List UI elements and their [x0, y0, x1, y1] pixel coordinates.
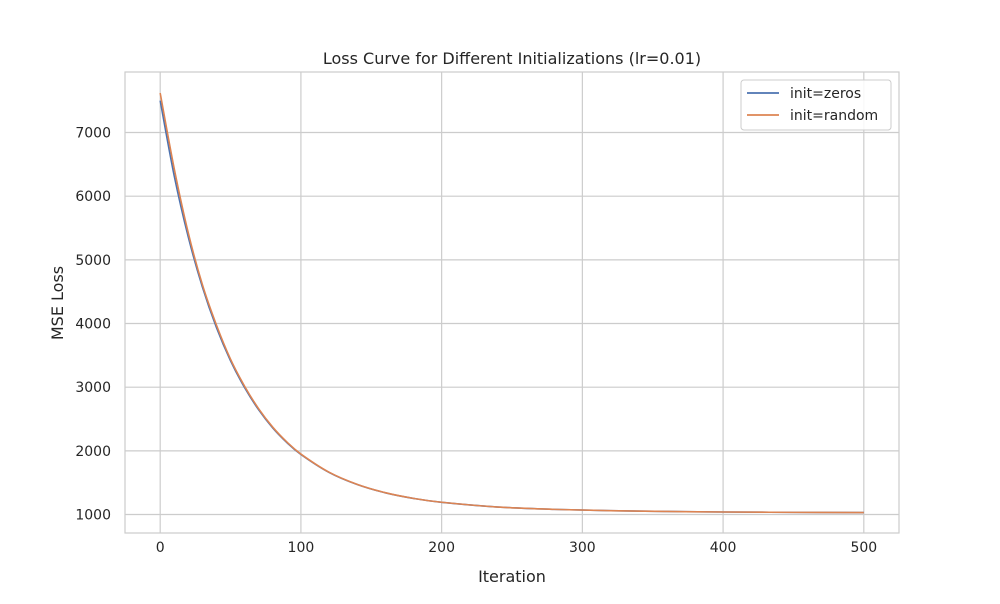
y-tick-label: 1000: [75, 508, 111, 524]
y-axis-label: MSE Loss: [48, 266, 67, 340]
grid: [125, 72, 899, 533]
chart-title: Loss Curve for Different Initializations…: [323, 49, 701, 68]
y-tick-label: 5000: [75, 253, 111, 269]
x-tick-labels: 0 100 200 300 400 500: [156, 540, 877, 556]
legend-label: init=zeros: [790, 86, 861, 102]
y-tick-label: 3000: [75, 380, 111, 396]
plot-frame: [124, 71, 900, 534]
series-lines: [159, 92, 864, 514]
legend: init=zeros init=random: [740, 79, 892, 131]
x-tick-label: 200: [428, 540, 455, 556]
x-tick-label: 500: [850, 540, 877, 556]
y-tick-label: 7000: [75, 125, 111, 141]
x-tick-label: 300: [569, 540, 596, 556]
y-tick-labels: 1000 2000 3000 4000 5000 6000 7000: [75, 125, 111, 523]
x-tick-label: 100: [288, 540, 315, 556]
x-tick-label: 0: [156, 540, 165, 556]
series-line-init-random: [159, 92, 864, 514]
y-tick-label: 6000: [75, 189, 111, 205]
y-tick-label: 4000: [75, 317, 111, 333]
x-tick-label: 400: [710, 540, 737, 556]
x-axis-label: Iteration: [478, 567, 546, 586]
y-tick-label: 2000: [75, 444, 111, 460]
legend-label: init=random: [790, 108, 878, 124]
